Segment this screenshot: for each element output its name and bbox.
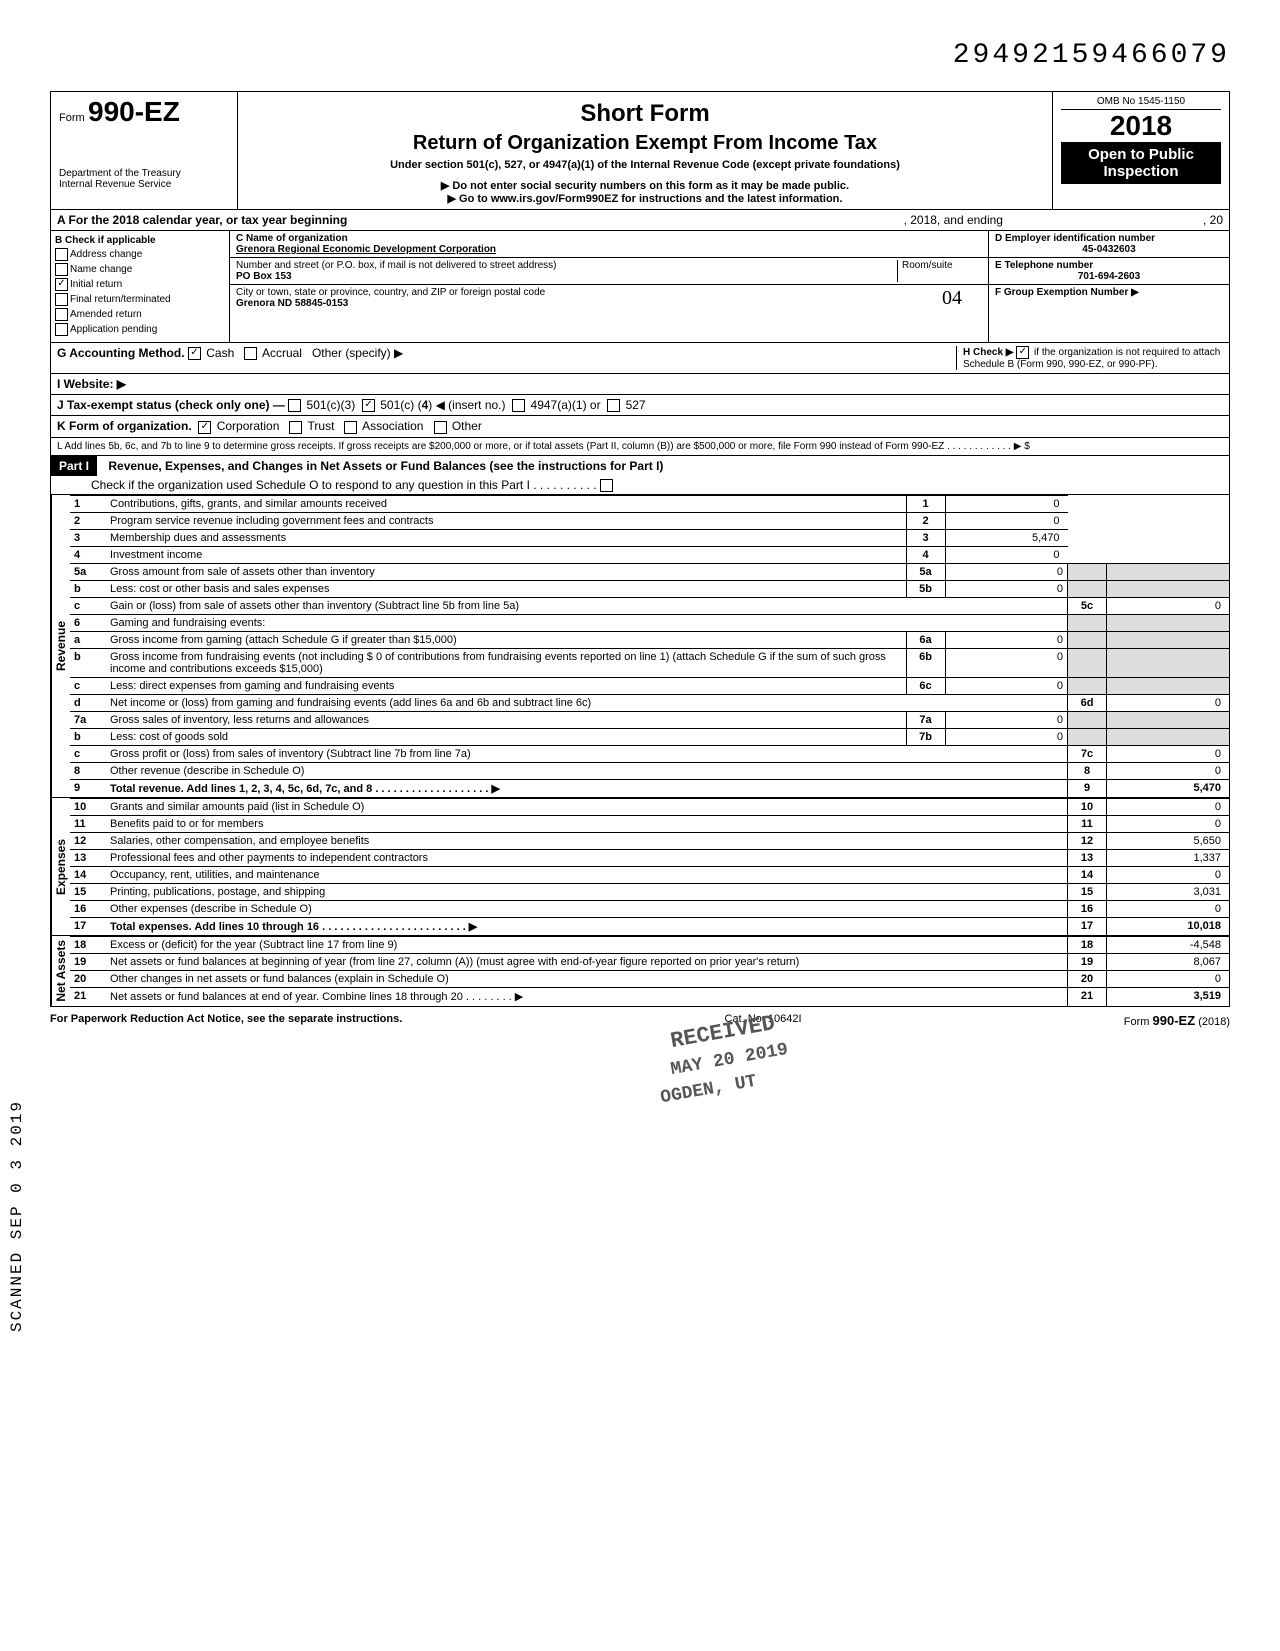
- page-footer: For Paperwork Reduction Act Notice, see …: [50, 1013, 1230, 1028]
- return-title: Return of Organization Exempt From Incom…: [246, 132, 1044, 155]
- line-20-value: 0: [1107, 971, 1230, 988]
- ssn-warning: ▶ Do not enter social security numbers o…: [246, 179, 1044, 192]
- line-l: L Add lines 5b, 6c, and 7b to line 9 to …: [50, 438, 1230, 456]
- netassets-table: 18Excess or (deficit) for the year (Subt…: [70, 936, 1229, 1006]
- irs-label: Internal Revenue Service: [59, 179, 229, 190]
- top-code: 29492159466079: [50, 40, 1230, 71]
- line-10-value: 0: [1107, 798, 1230, 815]
- line-14-value: 0: [1107, 866, 1230, 883]
- line-k: K Form of organization. ✓ Corporation Tr…: [50, 416, 1230, 437]
- line-i: I Website: ▶: [50, 374, 1230, 395]
- revenue-region: Revenue 1Contributions, gifts, grants, a…: [50, 495, 1230, 797]
- under-section: Under section 501(c), 527, or 4947(a)(1)…: [246, 159, 1044, 171]
- check-527[interactable]: [607, 399, 620, 412]
- line-19-value: 8,067: [1107, 954, 1230, 971]
- check-pending[interactable]: [55, 323, 68, 336]
- org-name: Grenora Regional Economic Development Co…: [236, 244, 496, 255]
- check-final[interactable]: [55, 293, 68, 306]
- col-b-checkboxes: B Check if applicable Address change Nam…: [51, 231, 230, 342]
- check-501c[interactable]: ✓: [362, 399, 375, 412]
- city-zip: Grenora ND 58845-0153: [236, 298, 348, 309]
- line-12-value: 5,650: [1107, 832, 1230, 849]
- section-a-block: B Check if applicable Address change Nam…: [50, 231, 1230, 343]
- check-4947[interactable]: [512, 399, 525, 412]
- line-8-value: 0: [1107, 762, 1230, 779]
- stamp-ogden: OGDEN, UT: [659, 1072, 758, 1109]
- form-990ez-page: 29492159466079 Form 990-EZ Department of…: [50, 40, 1230, 1028]
- check-name[interactable]: [55, 263, 68, 276]
- check-amended[interactable]: [55, 308, 68, 321]
- check-h[interactable]: ✓: [1016, 346, 1029, 359]
- room-value: 04: [922, 287, 982, 310]
- check-corp[interactable]: ✓: [198, 421, 211, 434]
- expenses-table: 10Grants and similar amounts paid (list …: [70, 798, 1229, 935]
- part1-header: Part I Revenue, Expenses, and Changes in…: [50, 456, 1230, 495]
- check-accrual[interactable]: [244, 347, 257, 360]
- line-3-value: 5,470: [945, 529, 1068, 546]
- expenses-vert-label: Expenses: [51, 798, 70, 935]
- stamp-date: MAY 20 2019: [669, 1040, 789, 1080]
- revenue-vert-label: Revenue: [51, 495, 70, 797]
- side-scanned-stamp: SCANNED SEP 0 3 2019: [8, 1100, 26, 1332]
- line-4-value: 0: [945, 546, 1068, 563]
- check-part1-o[interactable]: [600, 479, 613, 492]
- revenue-table: 1Contributions, gifts, grants, and simil…: [70, 495, 1229, 797]
- check-assoc[interactable]: [344, 421, 357, 434]
- ein: 45-0432603: [995, 244, 1223, 255]
- line-a: A For the 2018 calendar year, or tax yea…: [50, 210, 1230, 231]
- line-9-value: 5,470: [1107, 779, 1230, 797]
- check-cash[interactable]: ✓: [188, 347, 201, 360]
- check-trust[interactable]: [289, 421, 302, 434]
- tax-year: 2018: [1061, 110, 1221, 142]
- netassets-region: Net Assets 18Excess or (deficit) for the…: [50, 935, 1230, 1007]
- check-501c3[interactable]: [288, 399, 301, 412]
- line-17-value: 10,018: [1107, 917, 1230, 935]
- line-5c-value: 0: [1107, 597, 1230, 614]
- line-15-value: 3,031: [1107, 883, 1230, 900]
- netassets-vert-label: Net Assets: [51, 936, 70, 1006]
- col-d-ids: D Employer identification number 45-0432…: [988, 231, 1229, 342]
- check-address[interactable]: [55, 248, 68, 261]
- form-prefix: Form: [59, 112, 85, 124]
- goto-link: ▶ Go to www.irs.gov/Form990EZ for instru…: [246, 192, 1044, 205]
- dept-label: Department of the Treasury: [59, 168, 229, 179]
- col-c-org: C Name of organization Grenora Regional …: [230, 231, 988, 342]
- form-header: Form 990-EZ Department of the Treasury I…: [50, 91, 1230, 210]
- line-21-value: 3,519: [1107, 988, 1230, 1006]
- open-public-badge: Open to Public Inspection: [1061, 142, 1221, 184]
- line-18-value: -4,548: [1107, 936, 1230, 953]
- line-7c-value: 0: [1107, 745, 1230, 762]
- phone: 701-694-2603: [995, 271, 1223, 282]
- line-11-value: 0: [1107, 815, 1230, 832]
- form-number: 990-EZ: [88, 96, 180, 127]
- line-g-h: G Accounting Method. ✓ Cash Accrual Othe…: [50, 343, 1230, 374]
- po-box: PO Box 153: [236, 271, 292, 282]
- expenses-region: Expenses 10Grants and similar amounts pa…: [50, 797, 1230, 935]
- line-13-value: 1,337: [1107, 849, 1230, 866]
- line-6d-value: 0: [1107, 694, 1230, 711]
- omb-number: OMB No 1545-1150: [1061, 96, 1221, 110]
- short-form-title: Short Form: [246, 100, 1044, 128]
- check-other[interactable]: [434, 421, 447, 434]
- line-2-value: 0: [945, 512, 1068, 529]
- check-initial[interactable]: ✓: [55, 278, 68, 291]
- line-1-value: 0: [945, 495, 1068, 512]
- line-j: J Tax-exempt status (check only one) — 5…: [50, 395, 1230, 416]
- line-16-value: 0: [1107, 900, 1230, 917]
